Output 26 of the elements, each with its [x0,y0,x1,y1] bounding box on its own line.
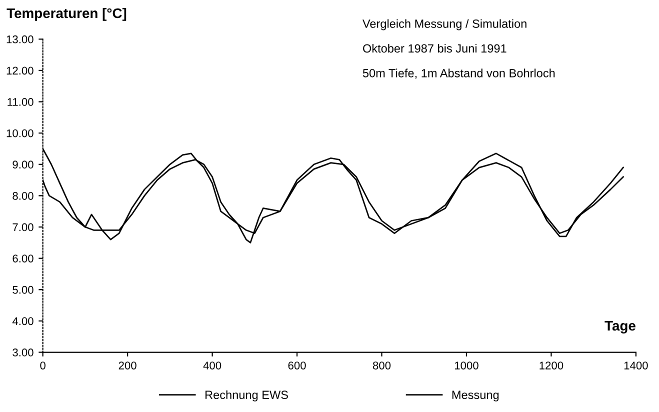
y-tick-label: 8.00 [12,192,34,200]
x-tick-label: 1400 [624,362,648,370]
y-tick-label: 11.00 [8,98,34,106]
y-tick-label: 4.00 [12,317,34,326]
y-tick-label: 10.00 [6,129,34,138]
annotation: Oktober 1987 bis Juni 1991 [363,44,506,53]
y-tick-label: 7.00 [12,223,34,232]
x-tick-label: 0 [40,362,46,370]
y-tick-label: 3.00 [12,348,34,356]
legend-label: Messung [452,390,499,402]
x-tick-label: 1200 [540,362,564,370]
annotation: 50m Tiefe, 1m Abstand von Bohrloch [362,68,555,79]
y-tick-label: 12.00 [6,66,34,75]
x-tick-label: 400 [203,362,222,370]
y-tick-label: 13.00 [6,35,34,44]
legend-label: Rechnung EWS [205,390,288,402]
x-tick-label: 800 [372,362,391,370]
y-tick-label: 5.00 [12,286,34,294]
y-tick-label: 9.00 [12,160,34,169]
x-tick-label: 600 [288,362,306,370]
chart-title: Vergleich Messung / Simulation [362,19,526,30]
x-axis-title: Tage [604,320,636,334]
y-tick-label: 6.00 [12,254,34,262]
x-tick-label: 1000 [454,362,478,370]
y-axis-title: Temperaturen [°C] [6,8,126,21]
x-tick-label: 200 [118,362,136,370]
